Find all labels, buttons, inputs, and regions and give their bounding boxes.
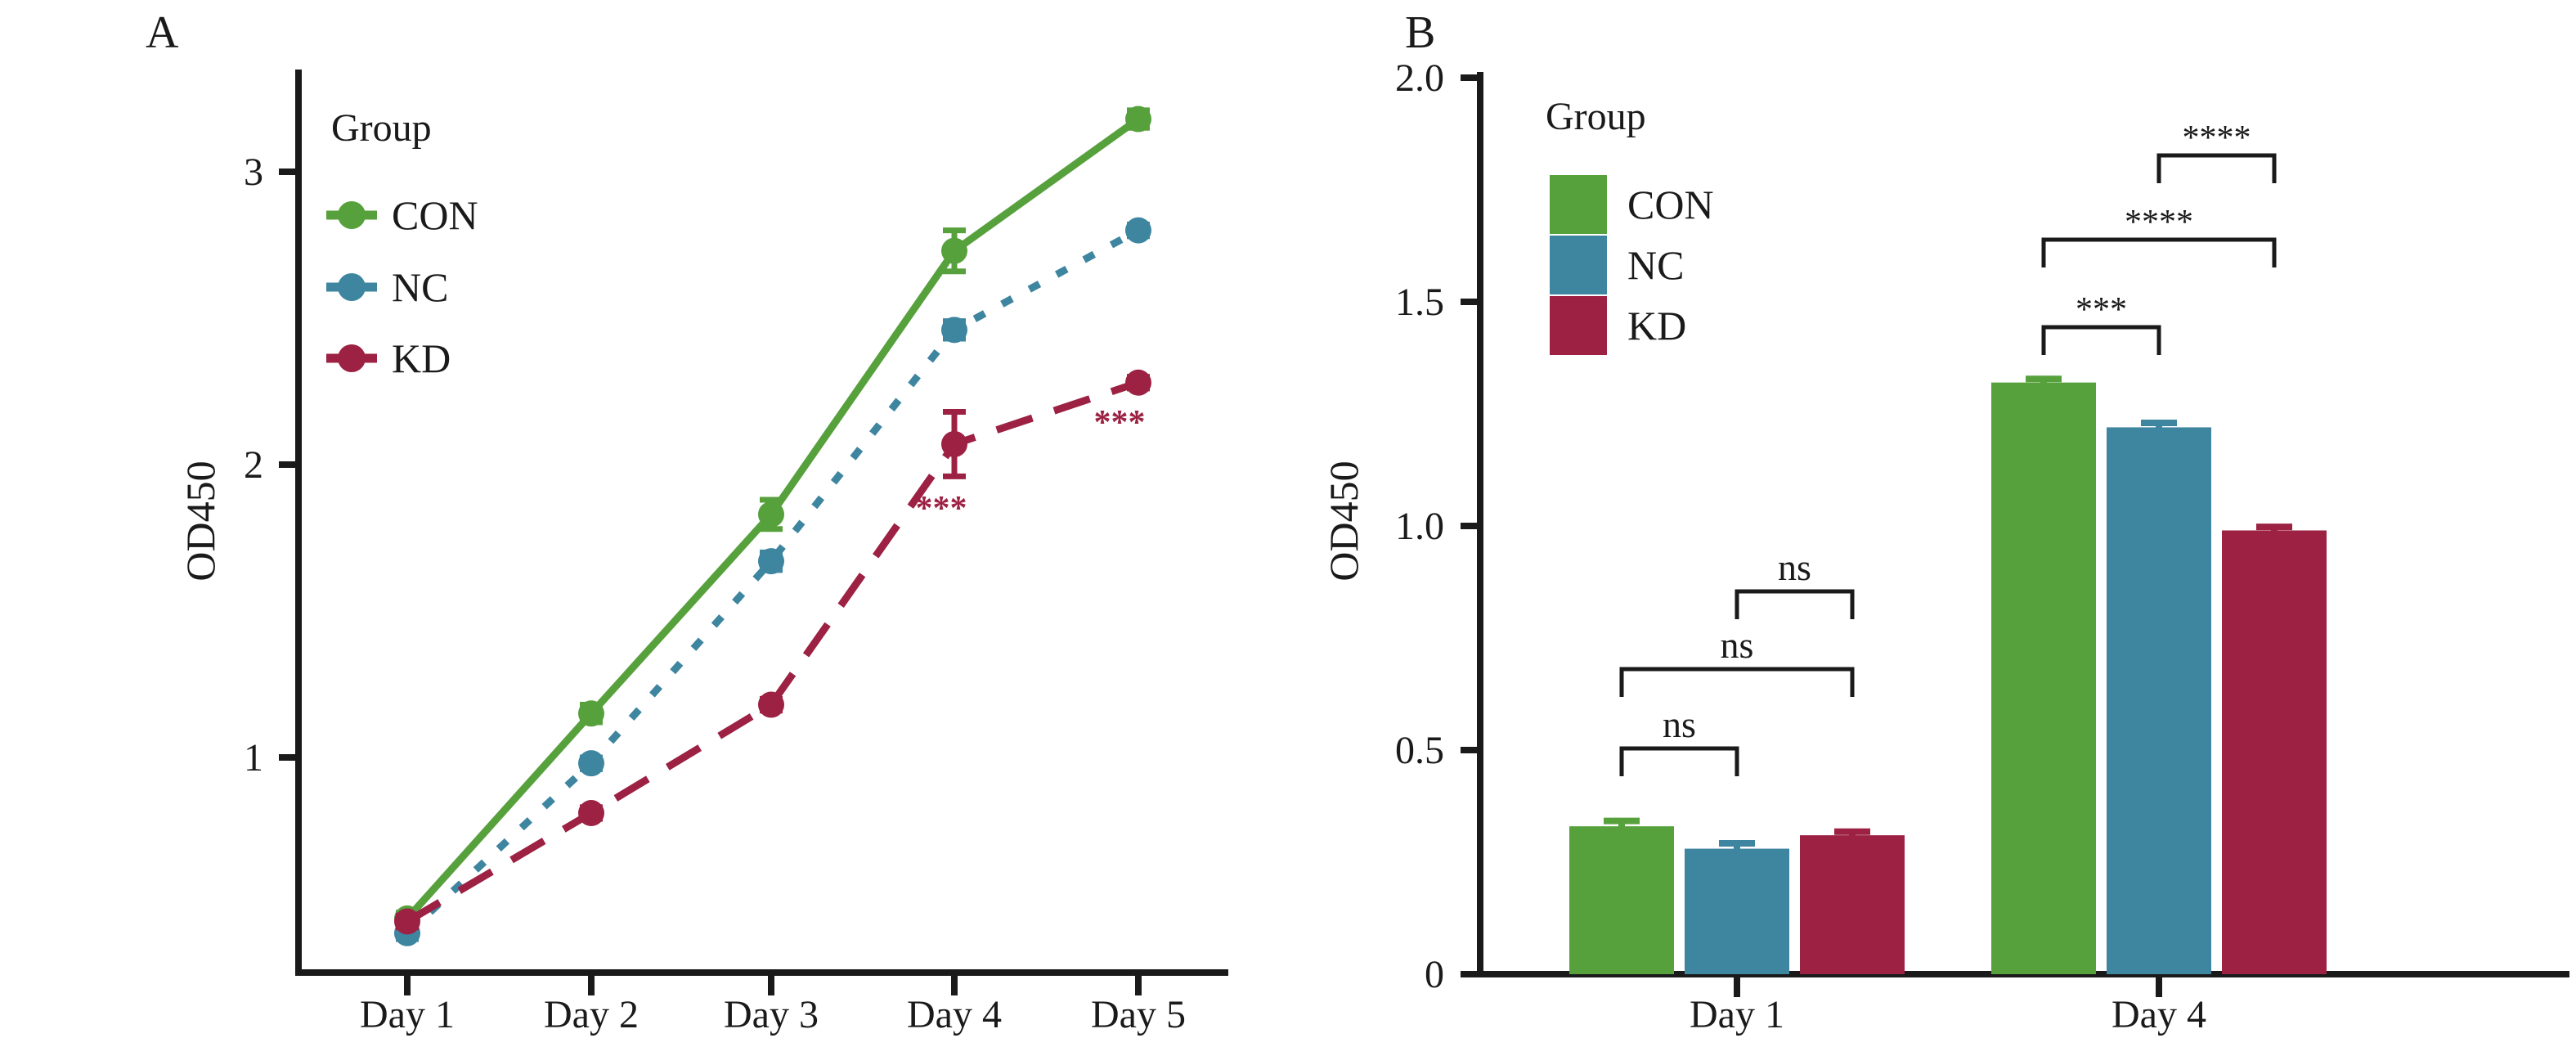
data-point-nc-day-4 <box>941 317 967 344</box>
bar-nc-day-1 <box>1685 848 1789 974</box>
data-point-kd-day-1 <box>394 908 420 935</box>
panel-b-y-tick-label: 1.5 <box>1395 281 1444 324</box>
panel-a-legend-label-kd: KD <box>392 335 451 381</box>
sig-label-day-4-nc-kd: **** <box>2183 119 2251 157</box>
sig-bracket-day-4-con-kd <box>2041 237 2277 267</box>
significance-label-kd-day-5: *** <box>1094 404 1146 442</box>
legend-swatch-con-icon <box>1550 175 1607 234</box>
panel-b-legend-label-nc: NC <box>1627 242 1684 288</box>
sig-bracket-day-1-nc-kd <box>1735 589 1855 619</box>
panel-a-x-tick-label-day-2: Day 2 <box>544 993 639 1036</box>
panel-a-legend: Group CON NC KD <box>326 106 478 381</box>
bar-nc-day-4 <box>2107 427 2211 974</box>
panel-b-legend: Group CON NC KD <box>1546 95 1714 355</box>
sig-bracket-day-1-con-kd <box>1619 667 1855 697</box>
sig-label-day-4-con-nc: *** <box>2076 291 2127 329</box>
legend-marker-kd-icon <box>338 344 366 372</box>
data-point-nc-day-3 <box>758 548 784 575</box>
legend-marker-nc-icon <box>338 273 366 301</box>
data-point-kd-day-2 <box>578 800 604 827</box>
panel-a-y-tick-label: 3 <box>244 151 263 194</box>
sig-label-day-1-con-nc: ns <box>1663 703 1696 745</box>
legend-swatch-kd-icon <box>1550 296 1607 355</box>
panel-a: A 1 2 3 Day 1 Day 2 Day 3 Day 4 Day 5 OD450 *** ***… <box>146 7 1228 1036</box>
sig-label-day-1-con-kd: ns <box>1721 624 1754 666</box>
panel-b-x-tick-label-day-1: Day 1 <box>1690 993 1784 1036</box>
panel-b-x-tick-label-day-4: Day 4 <box>2112 993 2206 1036</box>
panel-a-y-tick-label: 2 <box>244 443 263 487</box>
data-point-nc-day-2 <box>578 750 604 777</box>
panel-b-legend-label-kd: KD <box>1627 303 1686 348</box>
panel-b-y-tick-label: 0.5 <box>1395 729 1444 772</box>
data-point-con-day-3 <box>758 501 784 528</box>
series-nc <box>394 217 1151 946</box>
panel-a-legend-title: Group <box>331 106 432 150</box>
sig-bracket-day-4-nc-kd <box>2156 153 2277 183</box>
panel-a-label: A <box>146 7 179 58</box>
data-point-con-day-5 <box>1125 106 1151 133</box>
bar-kd-day-1 <box>1800 835 1905 974</box>
series-con <box>394 106 1151 932</box>
series-line-kd <box>405 379 1140 925</box>
panel-a-legend-label-con: CON <box>392 192 478 238</box>
panel-a-y-axis-title: OD450 <box>177 461 223 581</box>
data-point-kd-day-4 <box>941 430 967 457</box>
panel-a-y-tick-label: 1 <box>244 736 263 780</box>
panel-b-y-axis-title: OD450 <box>1321 461 1367 581</box>
panel-b-label: B <box>1405 7 1435 58</box>
series-line-nc <box>404 227 1141 937</box>
panel-a-x-tick-label-day-3: Day 3 <box>724 993 819 1036</box>
panel-a-x-tick-label-day-1: Day 1 <box>360 993 455 1036</box>
panel-b-y-tick-label: 0 <box>1425 953 1444 996</box>
panel-b-legend-title: Group <box>1546 95 1646 138</box>
sig-bracket-day-1-con-nc <box>1619 746 1739 776</box>
sig-label-day-1-nc-kd: ns <box>1778 546 1811 588</box>
bar-con-day-4 <box>1991 382 2096 974</box>
panel-b-y-tick-label: 2.0 <box>1395 56 1444 100</box>
bar-kd-day-4 <box>2222 530 2327 974</box>
panel-a-legend-label-nc: NC <box>392 264 448 310</box>
data-point-con-day-4 <box>941 237 967 264</box>
series-kd <box>394 369 1151 935</box>
sig-label-day-4-con-kd: **** <box>2125 204 2193 241</box>
sig-bracket-day-4-con-nc <box>2041 325 2161 355</box>
panel-a-x-tick-label-day-4: Day 4 <box>907 993 1002 1036</box>
legend-swatch-nc-icon <box>1550 236 1607 294</box>
panel-b-y-tick-label: 1.0 <box>1395 505 1444 548</box>
panel-a-x-tick-label-day-5: Day 5 <box>1091 993 1186 1036</box>
bar-con-day-1 <box>1569 826 1674 974</box>
data-point-kd-day-5 <box>1125 369 1151 396</box>
data-point-kd-day-3 <box>758 691 784 718</box>
panel-b-legend-label-con: CON <box>1627 182 1714 227</box>
legend-marker-con-icon <box>338 201 366 229</box>
data-point-nc-day-5 <box>1125 217 1151 244</box>
significance-label-kd-day-4: *** <box>916 490 967 528</box>
data-point-con-day-2 <box>578 700 604 727</box>
